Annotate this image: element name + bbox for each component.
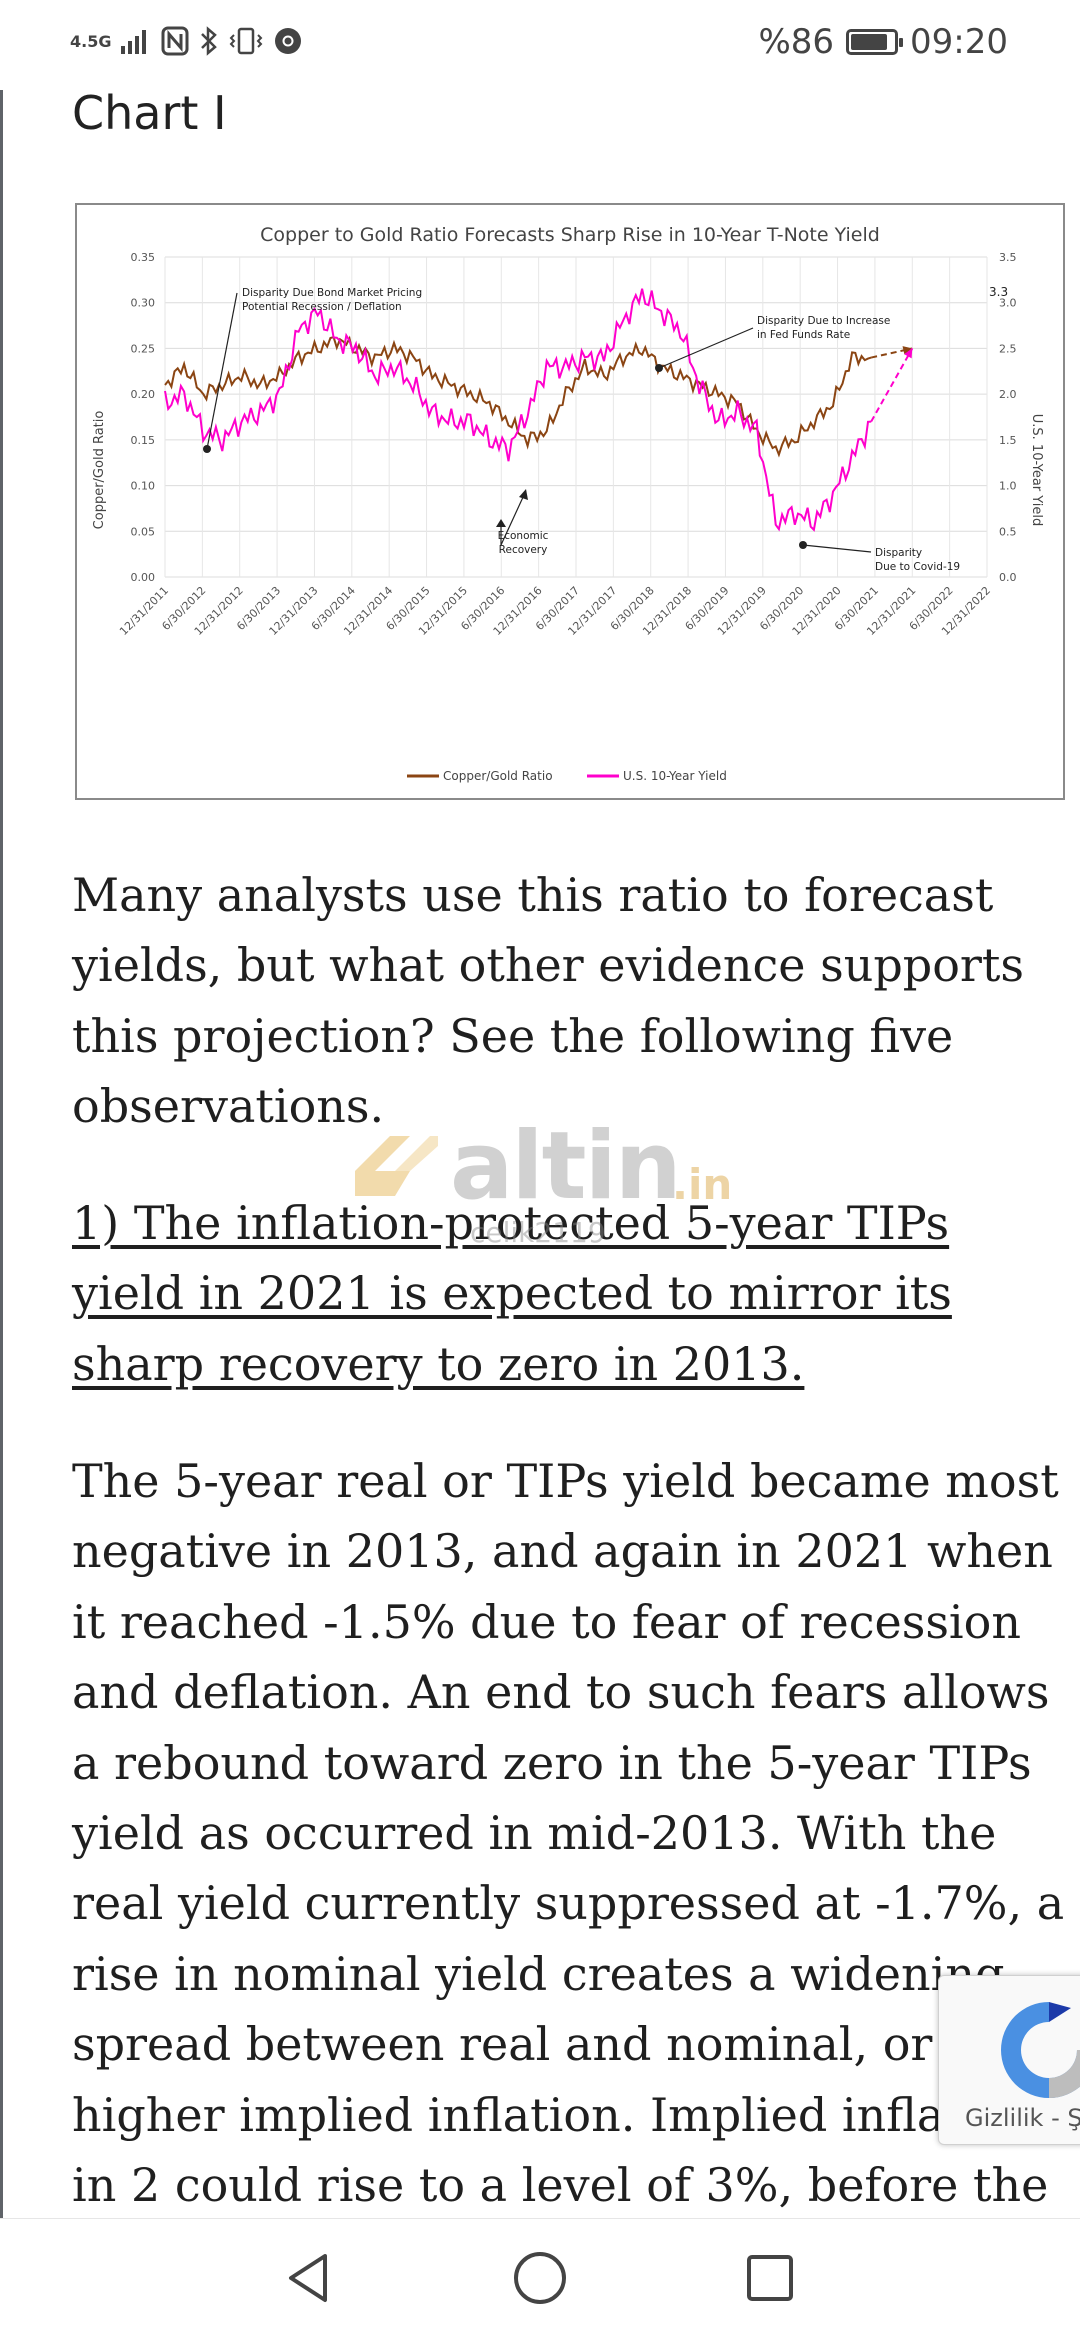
y2-tick-label: 1.5 xyxy=(999,434,1017,447)
legend-10y-yield: U.S. 10-Year Yield xyxy=(623,769,727,783)
y2-axis-ticks: 0.0 0.5 1.0 1.5 2.0 2.5 3.0 3.5 xyxy=(999,251,1017,584)
recaptcha-badge[interactable]: Gizlilik - Ş xyxy=(938,1975,1080,2145)
y2-tick-label: 0.0 xyxy=(999,571,1017,584)
recaptcha-icon xyxy=(1001,2002,1080,2098)
back-icon[interactable] xyxy=(283,2250,333,2306)
y-tick-label: 0.10 xyxy=(131,480,156,493)
series-line-10y-yield xyxy=(164,288,872,532)
status-right: %86 09:20 xyxy=(758,22,1008,62)
annotation-recovery-line1: Economic xyxy=(498,530,549,542)
legend-copper-gold: Copper/Gold Ratio xyxy=(443,769,553,783)
series-line-copper-gold xyxy=(164,335,872,458)
y2-tick-label: 3.5 xyxy=(999,251,1017,264)
chart-figure: Copper to Gold Ratio Forecasts Sharp Ris… xyxy=(75,203,1065,800)
chart-svg: Copper to Gold Ratio Forecasts Sharp Ris… xyxy=(92,224,1044,783)
paragraph-body-tips: The 5-year real or TIPs yield became mos… xyxy=(72,1454,1065,2282)
annotation-recovery-line2: Recovery xyxy=(499,544,548,556)
y-tick-label: 0.15 xyxy=(131,434,156,447)
annotation-economic-recovery: Economic Recovery xyxy=(496,489,549,556)
chart-heading: Chart I xyxy=(72,86,227,140)
home-icon[interactable] xyxy=(512,2250,568,2306)
projection-line-10y-yield xyxy=(870,347,914,423)
y2-tick-label: 2.5 xyxy=(999,342,1017,355)
navigation-bar xyxy=(0,2218,1080,2341)
annotation-fed-funds-line2: in Fed Funds Rate xyxy=(757,329,850,341)
annotation-fed-funds: Disparity Due to Increase in Fed Funds R… xyxy=(655,315,890,372)
y2-tick-label: 1.0 xyxy=(999,480,1017,493)
projection-value-label: 3.3 xyxy=(989,285,1008,299)
y-tick-label: 0.25 xyxy=(131,342,156,355)
x-axis-ticks: 12/31/20116/30/201212/31/20126/30/201312… xyxy=(117,584,993,638)
y-tick-label: 0.20 xyxy=(131,388,156,401)
network-label: 4.5G xyxy=(70,31,112,51)
chart-title: Copper to Gold Ratio Forecasts Sharp Ris… xyxy=(260,224,880,246)
annotation-covid-line1: Disparity xyxy=(875,547,922,559)
series-layer xyxy=(164,288,914,532)
y2-tick-label: 3.0 xyxy=(999,297,1017,310)
projection-arrow xyxy=(902,346,913,355)
projection-arrow xyxy=(904,348,913,359)
scroll-edge-indicator xyxy=(0,90,3,2220)
status-left: 4.5G xyxy=(70,26,303,56)
chrome-icon xyxy=(275,28,302,54)
annotation-bond-market: Disparity Due Bond Market Pricing Potent… xyxy=(203,287,422,453)
recents-icon[interactable] xyxy=(745,2253,795,2303)
status-bar: 4.5G %86 09:20 xyxy=(0,0,1080,92)
y-axis-ticks: 0.00 0.05 0.10 0.15 0.20 0.25 0.30 0.35 xyxy=(131,251,156,584)
battery-percent: %86 xyxy=(758,22,835,62)
recaptcha-privacy-link[interactable]: Gizlilik - Ş xyxy=(965,2104,1080,2132)
y-tick-label: 0.35 xyxy=(131,251,156,264)
paragraph-intro: Many analysts use this ratio to forecast… xyxy=(72,868,1025,1134)
annotation-covid-line2: Due to Covid-19 xyxy=(875,561,960,573)
paragraph-heading-tips[interactable]: 1) The inflation-protected 5-year TIPs y… xyxy=(72,1196,952,1391)
y2-tick-label: 2.0 xyxy=(999,388,1017,401)
annotation-covid: Disparity Due to Covid-19 xyxy=(799,541,960,573)
y2-axis-label: U.S. 10-Year Yield xyxy=(1029,414,1044,526)
vibrate-icon xyxy=(230,27,263,55)
battery-fill xyxy=(851,34,888,50)
y-tick-label: 0.30 xyxy=(131,297,156,310)
y-axis-label: Copper/Gold Ratio xyxy=(92,411,107,530)
x-tick-label: 12/31/2011 xyxy=(117,584,171,638)
chart-grid xyxy=(164,256,988,578)
y2-tick-label: 0.5 xyxy=(999,525,1017,538)
battery-icon xyxy=(846,29,904,55)
signal-icon xyxy=(121,30,147,54)
annotation-bond-market-line2: Potential Recession / Deflation xyxy=(242,301,402,313)
y-tick-label: 0.00 xyxy=(131,571,156,584)
y-tick-label: 0.05 xyxy=(131,525,156,538)
bluetooth-icon xyxy=(201,26,218,56)
clock: 09:20 xyxy=(910,22,1008,62)
nfc-icon xyxy=(161,26,189,56)
annotation-fed-funds-line1: Disparity Due to Increase xyxy=(757,315,890,327)
annotation-bond-market-line1: Disparity Due Bond Market Pricing xyxy=(242,287,422,299)
chart-legend: Copper/Gold Ratio U.S. 10-Year Yield xyxy=(407,769,727,783)
annotations: Disparity Due Bond Market Pricing Potent… xyxy=(203,287,960,573)
